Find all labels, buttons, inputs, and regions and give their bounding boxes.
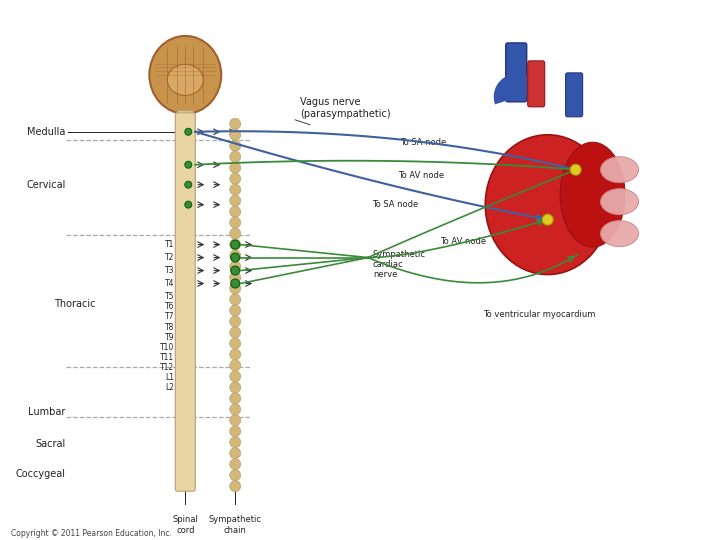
Circle shape: [230, 266, 240, 275]
Text: To SA node: To SA node: [372, 200, 418, 209]
FancyBboxPatch shape: [175, 113, 195, 491]
Ellipse shape: [149, 36, 221, 114]
Text: To ventricular myocardium: To ventricular myocardium: [483, 310, 595, 319]
Circle shape: [230, 305, 240, 316]
Circle shape: [230, 437, 240, 448]
Circle shape: [230, 382, 240, 393]
Ellipse shape: [167, 64, 203, 96]
FancyBboxPatch shape: [528, 61, 545, 107]
Text: T5: T5: [165, 292, 174, 301]
Text: To AV node: To AV node: [440, 237, 486, 246]
Circle shape: [230, 129, 240, 140]
Text: T10: T10: [160, 343, 174, 352]
Circle shape: [230, 195, 240, 206]
Text: Spinal
cord: Spinal cord: [172, 515, 198, 535]
Circle shape: [230, 316, 240, 327]
Circle shape: [230, 294, 240, 305]
Text: To SA node: To SA node: [400, 138, 446, 147]
Text: T6: T6: [165, 302, 174, 311]
Circle shape: [230, 250, 240, 261]
Circle shape: [570, 164, 581, 175]
Ellipse shape: [485, 135, 610, 274]
Circle shape: [230, 448, 240, 458]
Circle shape: [230, 217, 240, 228]
Circle shape: [230, 415, 240, 426]
Circle shape: [230, 162, 240, 173]
Text: Sympathetic
chain: Sympathetic chain: [209, 515, 261, 535]
Circle shape: [230, 393, 240, 404]
Circle shape: [185, 201, 192, 208]
Text: T3: T3: [165, 266, 174, 275]
Text: T9: T9: [165, 333, 174, 342]
Ellipse shape: [560, 142, 625, 247]
Text: T12: T12: [160, 363, 174, 372]
Circle shape: [230, 173, 240, 184]
Text: Cervical: Cervical: [26, 180, 66, 190]
Circle shape: [230, 118, 240, 129]
Ellipse shape: [600, 157, 639, 183]
Circle shape: [185, 129, 192, 135]
Circle shape: [230, 228, 240, 239]
Circle shape: [230, 240, 240, 249]
Text: T8: T8: [165, 323, 174, 332]
Circle shape: [230, 327, 240, 338]
FancyBboxPatch shape: [505, 43, 527, 102]
Text: Coccygeal: Coccygeal: [16, 469, 66, 479]
Text: T4: T4: [165, 279, 174, 288]
Circle shape: [230, 283, 240, 294]
Text: Medulla: Medulla: [27, 127, 66, 137]
Circle shape: [230, 470, 240, 481]
Circle shape: [230, 349, 240, 360]
Circle shape: [230, 184, 240, 195]
Circle shape: [230, 279, 240, 288]
Circle shape: [230, 239, 240, 250]
Circle shape: [185, 161, 192, 168]
Circle shape: [542, 214, 553, 225]
Circle shape: [230, 458, 240, 470]
Ellipse shape: [600, 188, 639, 214]
Text: Vagus nerve
(parasympathetic): Vagus nerve (parasympathetic): [300, 97, 391, 119]
Text: T1: T1: [165, 240, 174, 249]
Circle shape: [230, 481, 240, 491]
Text: T7: T7: [165, 312, 174, 321]
FancyBboxPatch shape: [566, 73, 582, 117]
Circle shape: [185, 181, 192, 188]
Text: T2: T2: [165, 253, 174, 262]
Text: L2: L2: [166, 383, 174, 392]
Circle shape: [230, 426, 240, 437]
Circle shape: [230, 338, 240, 349]
Circle shape: [230, 272, 240, 283]
Text: Sacral: Sacral: [35, 439, 66, 449]
Circle shape: [230, 404, 240, 415]
Circle shape: [230, 360, 240, 371]
Text: T11: T11: [160, 353, 174, 362]
Text: Lumbar: Lumbar: [28, 407, 66, 417]
FancyBboxPatch shape: [175, 239, 195, 393]
FancyBboxPatch shape: [177, 111, 193, 133]
Text: Thoracic: Thoracic: [54, 300, 96, 309]
Text: Sympathetic
cardiac
nerve: Sympathetic cardiac nerve: [373, 249, 426, 279]
Ellipse shape: [600, 221, 639, 247]
Circle shape: [230, 151, 240, 162]
Circle shape: [230, 140, 240, 151]
Circle shape: [230, 371, 240, 382]
Circle shape: [230, 253, 240, 262]
Circle shape: [230, 261, 240, 272]
Text: To AV node: To AV node: [398, 171, 444, 180]
Text: L1: L1: [166, 373, 174, 382]
Circle shape: [230, 206, 240, 217]
Text: Copyright © 2011 Pearson Education, Inc.: Copyright © 2011 Pearson Education, Inc.: [11, 529, 171, 538]
